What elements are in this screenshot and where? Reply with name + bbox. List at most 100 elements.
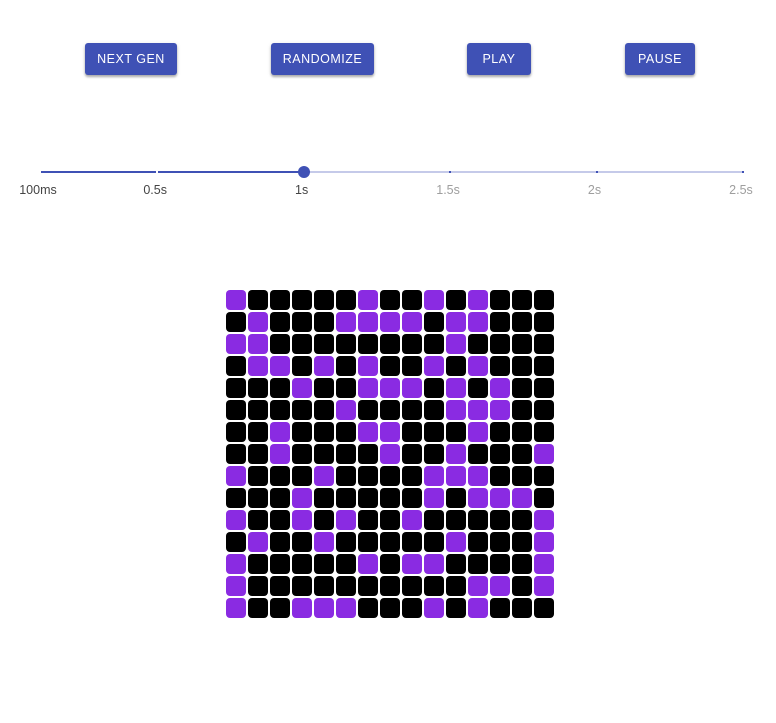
cell-dead[interactable] bbox=[468, 554, 488, 574]
cell-dead[interactable] bbox=[490, 554, 510, 574]
cell-dead[interactable] bbox=[490, 422, 510, 442]
cell-dead[interactable] bbox=[358, 598, 378, 618]
cell-dead[interactable] bbox=[314, 576, 334, 596]
cell-dead[interactable] bbox=[380, 400, 400, 420]
cell-dead[interactable] bbox=[270, 400, 290, 420]
cell-dead[interactable] bbox=[490, 466, 510, 486]
cell-alive[interactable] bbox=[534, 576, 554, 596]
cell-dead[interactable] bbox=[292, 532, 312, 552]
cell-dead[interactable] bbox=[380, 532, 400, 552]
cell-alive[interactable] bbox=[534, 554, 554, 574]
cell-alive[interactable] bbox=[358, 290, 378, 310]
cell-dead[interactable] bbox=[424, 400, 444, 420]
cell-dead[interactable] bbox=[248, 576, 268, 596]
cell-dead[interactable] bbox=[358, 444, 378, 464]
cell-dead[interactable] bbox=[380, 466, 400, 486]
cell-alive[interactable] bbox=[314, 466, 334, 486]
cell-dead[interactable] bbox=[402, 334, 422, 354]
cell-dead[interactable] bbox=[380, 554, 400, 574]
cell-dead[interactable] bbox=[248, 444, 268, 464]
cell-dead[interactable] bbox=[446, 598, 466, 618]
cell-dead[interactable] bbox=[270, 378, 290, 398]
cell-alive[interactable] bbox=[226, 598, 246, 618]
slider-rail[interactable] bbox=[40, 171, 743, 173]
cell-dead[interactable] bbox=[380, 488, 400, 508]
cell-dead[interactable] bbox=[270, 488, 290, 508]
cell-dead[interactable] bbox=[380, 576, 400, 596]
cell-dead[interactable] bbox=[534, 312, 554, 332]
cell-dead[interactable] bbox=[314, 554, 334, 574]
cell-dead[interactable] bbox=[424, 576, 444, 596]
cell-dead[interactable] bbox=[248, 290, 268, 310]
cell-dead[interactable] bbox=[534, 466, 554, 486]
cell-alive[interactable] bbox=[446, 312, 466, 332]
cell-alive[interactable] bbox=[534, 510, 554, 530]
cell-dead[interactable] bbox=[490, 290, 510, 310]
slider-thumb[interactable] bbox=[297, 166, 310, 178]
cell-alive[interactable] bbox=[292, 598, 312, 618]
cell-alive[interactable] bbox=[468, 290, 488, 310]
cell-dead[interactable] bbox=[336, 444, 356, 464]
cell-dead[interactable] bbox=[380, 290, 400, 310]
cell-dead[interactable] bbox=[292, 312, 312, 332]
cell-dead[interactable] bbox=[336, 290, 356, 310]
cell-dead[interactable] bbox=[226, 422, 246, 442]
cell-alive[interactable] bbox=[446, 400, 466, 420]
cell-dead[interactable] bbox=[512, 334, 532, 354]
cell-alive[interactable] bbox=[402, 510, 422, 530]
cell-dead[interactable] bbox=[534, 356, 554, 376]
randomize-button[interactable]: Randomize bbox=[271, 43, 374, 75]
cell-dead[interactable] bbox=[512, 510, 532, 530]
cell-dead[interactable] bbox=[490, 510, 510, 530]
cell-dead[interactable] bbox=[248, 422, 268, 442]
cell-dead[interactable] bbox=[534, 290, 554, 310]
cell-dead[interactable] bbox=[490, 334, 510, 354]
cell-dead[interactable] bbox=[424, 378, 444, 398]
cell-alive[interactable] bbox=[424, 554, 444, 574]
cell-alive[interactable] bbox=[314, 598, 334, 618]
cell-dead[interactable] bbox=[534, 334, 554, 354]
cell-dead[interactable] bbox=[226, 488, 246, 508]
cell-dead[interactable] bbox=[490, 356, 510, 376]
cell-dead[interactable] bbox=[292, 466, 312, 486]
cell-dead[interactable] bbox=[292, 400, 312, 420]
cell-alive[interactable] bbox=[226, 510, 246, 530]
pause-button[interactable]: Pause bbox=[625, 43, 695, 75]
cell-alive[interactable] bbox=[468, 598, 488, 618]
cell-dead[interactable] bbox=[446, 554, 466, 574]
cell-dead[interactable] bbox=[248, 554, 268, 574]
cell-dead[interactable] bbox=[490, 312, 510, 332]
cell-dead[interactable] bbox=[402, 400, 422, 420]
cell-dead[interactable] bbox=[446, 488, 466, 508]
cell-dead[interactable] bbox=[512, 312, 532, 332]
cell-dead[interactable] bbox=[512, 554, 532, 574]
cell-dead[interactable] bbox=[292, 554, 312, 574]
cell-dead[interactable] bbox=[248, 378, 268, 398]
cell-alive[interactable] bbox=[446, 444, 466, 464]
cell-dead[interactable] bbox=[270, 554, 290, 574]
cell-dead[interactable] bbox=[248, 598, 268, 618]
cell-alive[interactable] bbox=[226, 290, 246, 310]
cell-dead[interactable] bbox=[248, 466, 268, 486]
cell-dead[interactable] bbox=[468, 334, 488, 354]
cell-dead[interactable] bbox=[270, 466, 290, 486]
cell-dead[interactable] bbox=[358, 400, 378, 420]
cell-alive[interactable] bbox=[402, 312, 422, 332]
cell-dead[interactable] bbox=[534, 598, 554, 618]
cell-alive[interactable] bbox=[534, 532, 554, 552]
cell-dead[interactable] bbox=[226, 378, 246, 398]
cell-dead[interactable] bbox=[314, 312, 334, 332]
cell-alive[interactable] bbox=[424, 356, 444, 376]
cell-alive[interactable] bbox=[292, 510, 312, 530]
cell-dead[interactable] bbox=[446, 356, 466, 376]
cell-dead[interactable] bbox=[226, 532, 246, 552]
cell-alive[interactable] bbox=[424, 466, 444, 486]
cell-alive[interactable] bbox=[468, 312, 488, 332]
cell-alive[interactable] bbox=[358, 356, 378, 376]
cell-alive[interactable] bbox=[490, 488, 510, 508]
cell-dead[interactable] bbox=[402, 290, 422, 310]
cell-dead[interactable] bbox=[468, 532, 488, 552]
cell-dead[interactable] bbox=[314, 510, 334, 530]
speed-slider[interactable] bbox=[39, 160, 744, 184]
cell-dead[interactable] bbox=[512, 290, 532, 310]
